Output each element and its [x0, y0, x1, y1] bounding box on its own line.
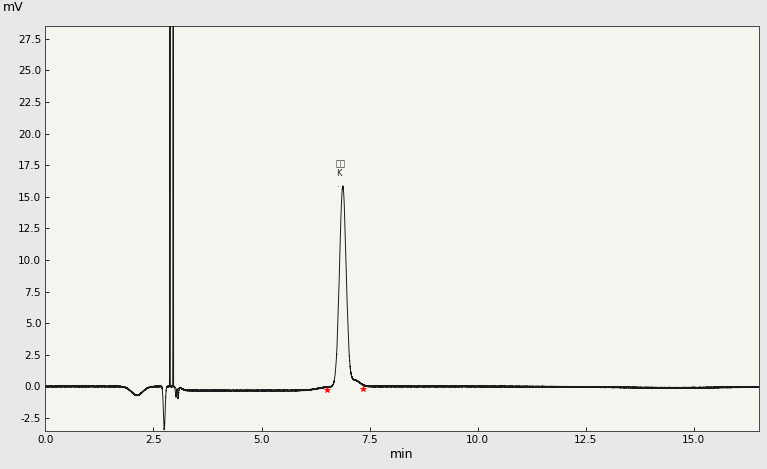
Text: 蚌糖
K
.: 蚌糖 K .: [336, 159, 346, 189]
X-axis label: min: min: [390, 448, 413, 461]
Y-axis label: mV: mV: [3, 1, 24, 14]
